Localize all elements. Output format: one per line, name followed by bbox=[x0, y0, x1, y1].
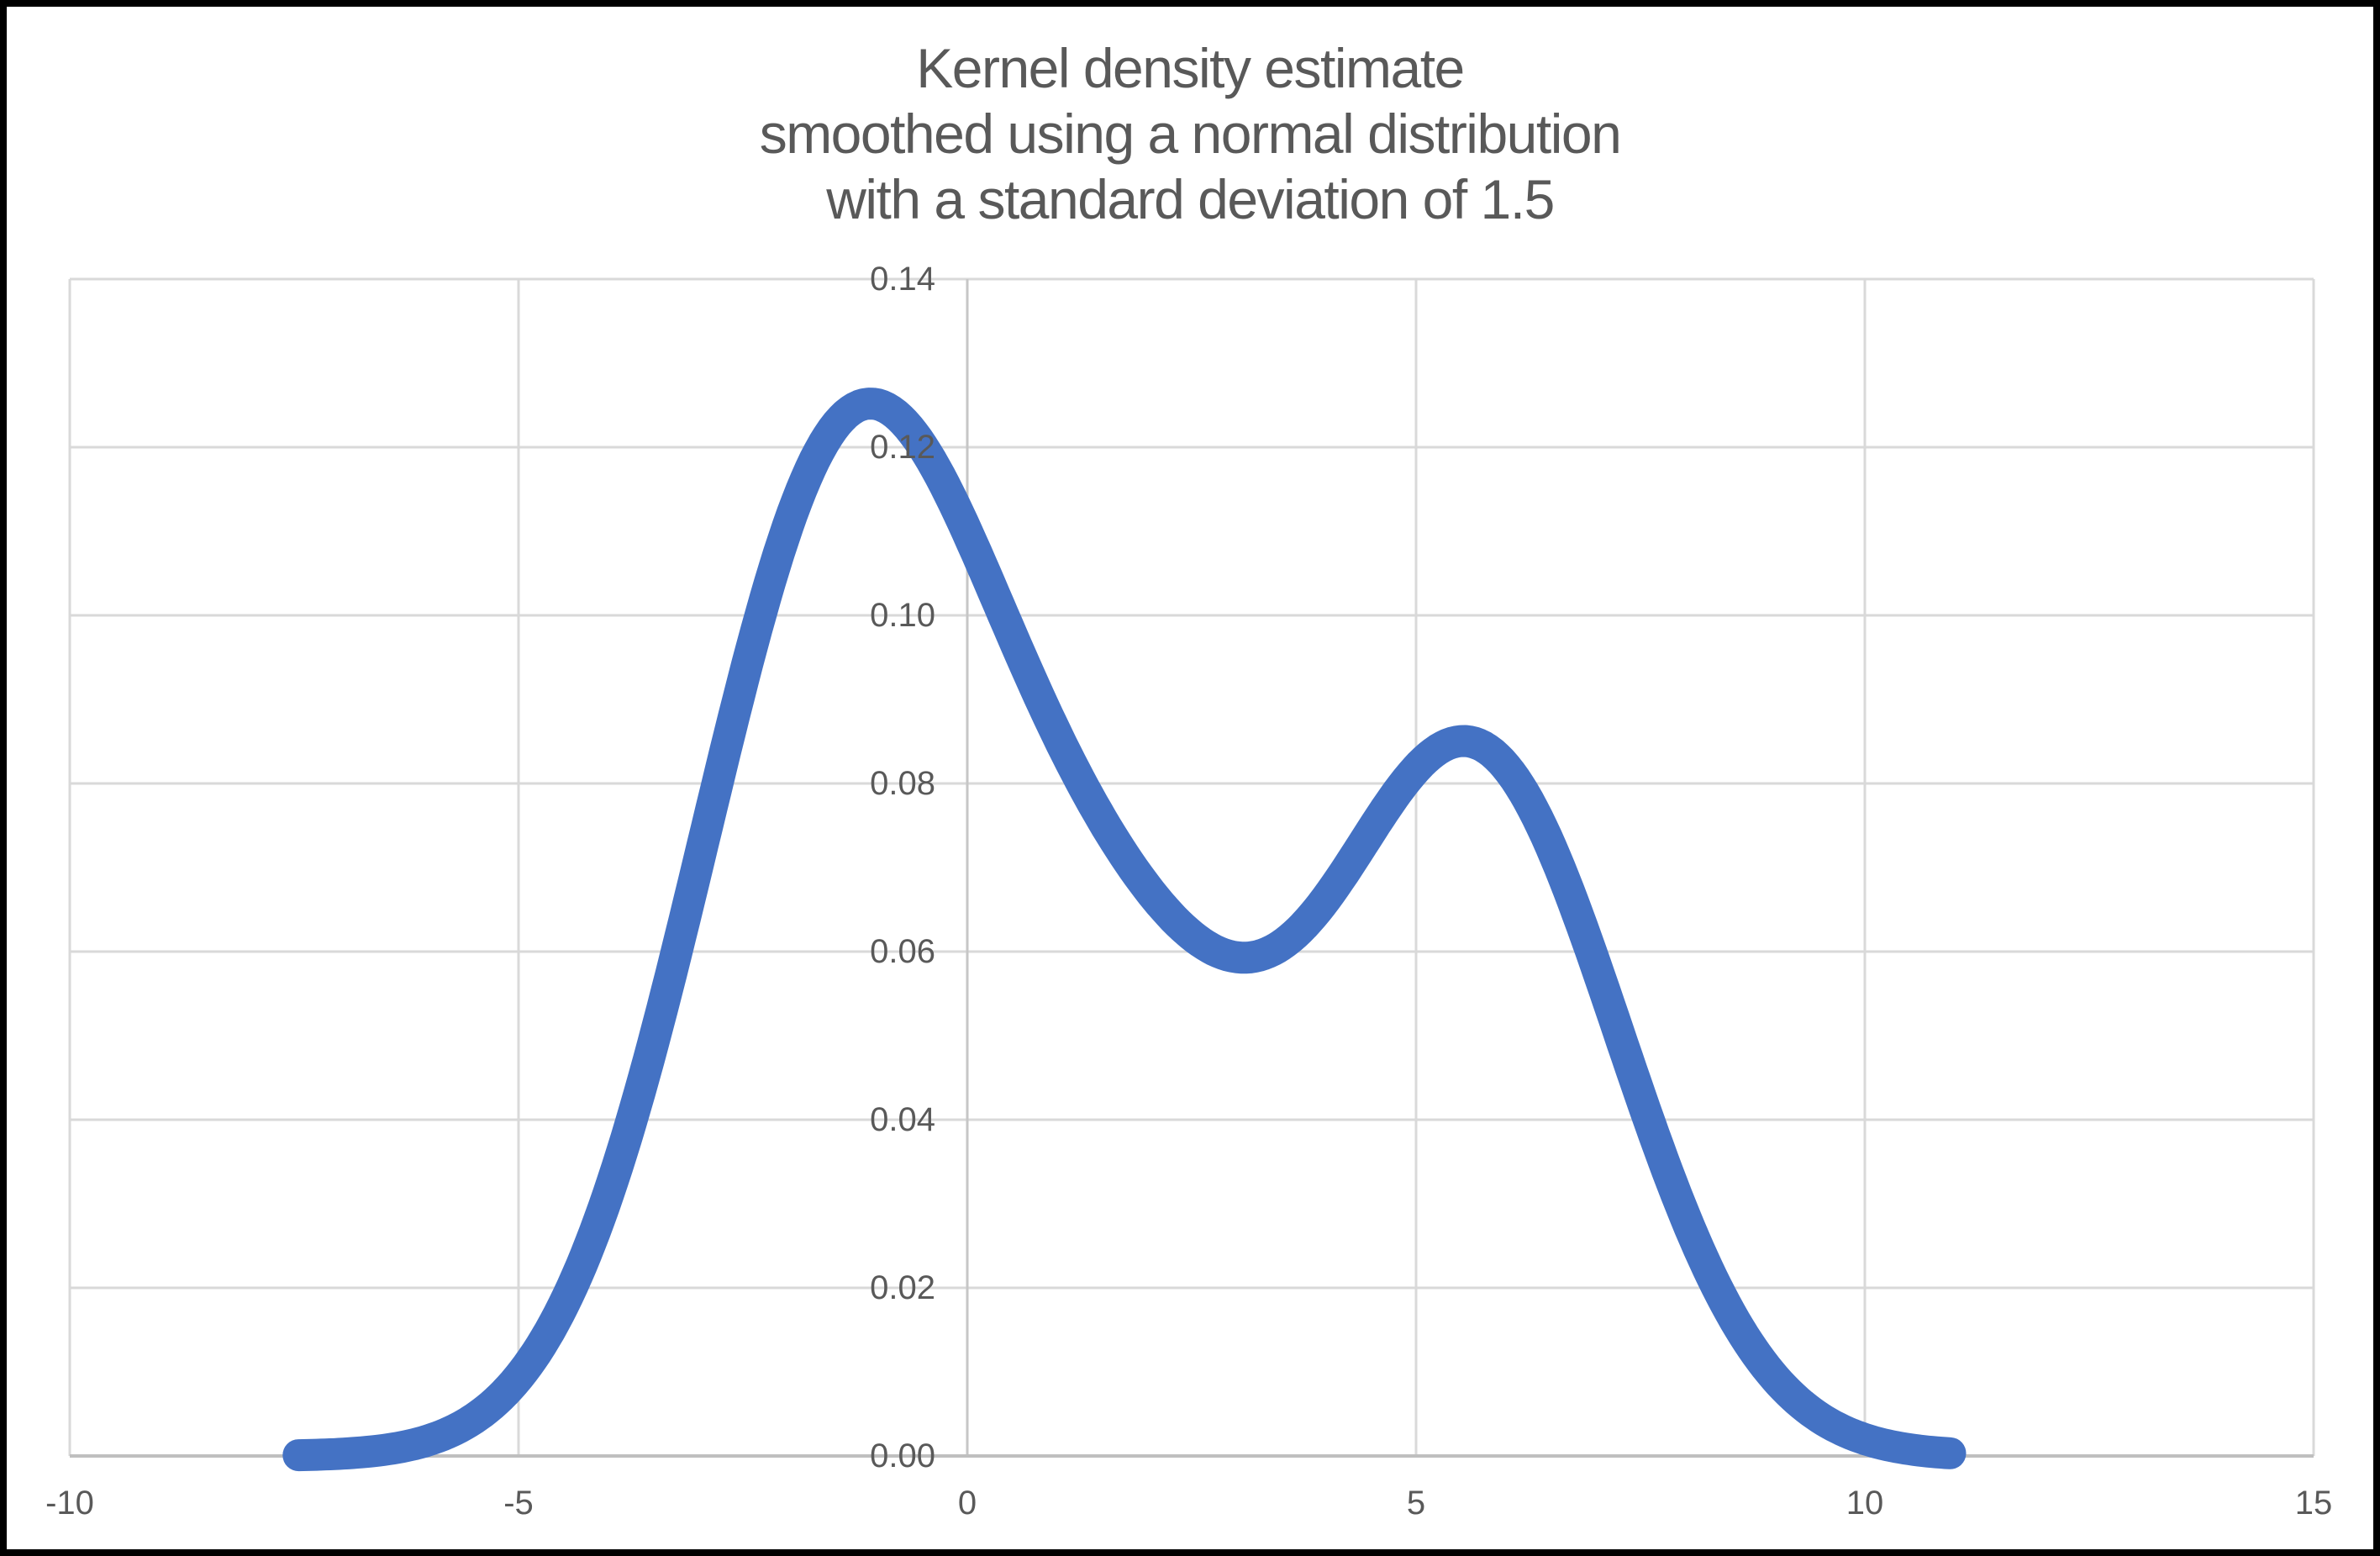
x-tick-label: 15 bbox=[2295, 1485, 2333, 1522]
y-tick-label: 0.02 bbox=[870, 1269, 935, 1306]
x-tick-label: 5 bbox=[1407, 1485, 1425, 1522]
x-tick-label: -10 bbox=[45, 1485, 94, 1522]
chart-title-line-3: with a standard deviation of 1.5 bbox=[826, 168, 1555, 230]
x-tick-label: 10 bbox=[1846, 1485, 1884, 1522]
y-tick-label: 0.12 bbox=[870, 429, 935, 466]
x-tick-label: 0 bbox=[958, 1485, 977, 1522]
x-tick-label: -5 bbox=[503, 1485, 534, 1522]
y-tick-label: 0.08 bbox=[870, 765, 935, 802]
y-tick-label: 0.10 bbox=[870, 597, 935, 634]
y-tick-label: 0.06 bbox=[870, 933, 935, 970]
chart-title-line-2: smoothed using a normal distribution bbox=[759, 103, 1622, 165]
chart-title: Kernel density estimate smoothed using a… bbox=[0, 35, 2380, 232]
y-tick-label: 0.04 bbox=[870, 1101, 935, 1138]
kde-curve bbox=[282, 388, 1967, 1472]
chart-title-line-1: Kernel density estimate bbox=[916, 37, 1465, 99]
y-tick-label: 0.14 bbox=[870, 261, 935, 298]
y-tick-label: 0.00 bbox=[870, 1437, 935, 1474]
